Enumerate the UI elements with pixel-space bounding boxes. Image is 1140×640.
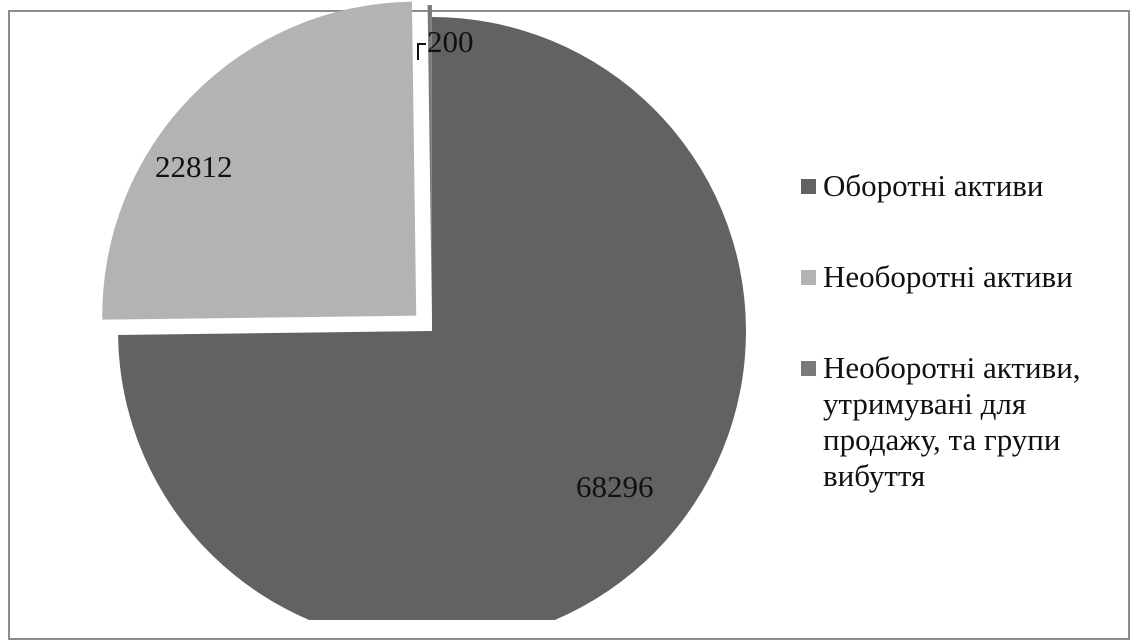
- pie-chart: 68296 22812 200: [102, 1, 746, 620]
- pie-slice-current-assets: [118, 17, 746, 620]
- legend-swatch-noncurrent-assets: [801, 270, 816, 285]
- legend-label-held-for-sale-assets: Необоротні активи, утримувані для продаж…: [823, 350, 1081, 493]
- legend-item-noncurrent-assets: Необоротні активи: [801, 259, 1126, 295]
- legend-item-current-assets: Оборотні активи: [801, 168, 1126, 204]
- legend-label-current-assets: Оборотні активи: [823, 168, 1044, 203]
- pie-slice-noncurrent-assets: [102, 1, 417, 320]
- legend-label-noncurrent-assets: Необоротні активи: [823, 259, 1073, 294]
- legend-swatch-current-assets: [801, 179, 816, 194]
- data-label-current-assets: 68296: [576, 469, 654, 504]
- data-label-held-for-sale-assets: 200: [427, 24, 474, 59]
- legend-item-held-for-sale-assets: Необоротні активи, утримувані для продаж…: [801, 350, 1126, 494]
- chart-legend: Оборотні активи Необоротні активи Необор…: [801, 168, 1126, 494]
- leader-line-held-for-sale-assets: [417, 43, 426, 60]
- data-label-noncurrent-assets: 22812: [155, 149, 233, 184]
- pie-slice-held-for-sale-assets: [427, 5, 432, 320]
- legend-swatch-held-for-sale-assets: [801, 361, 816, 376]
